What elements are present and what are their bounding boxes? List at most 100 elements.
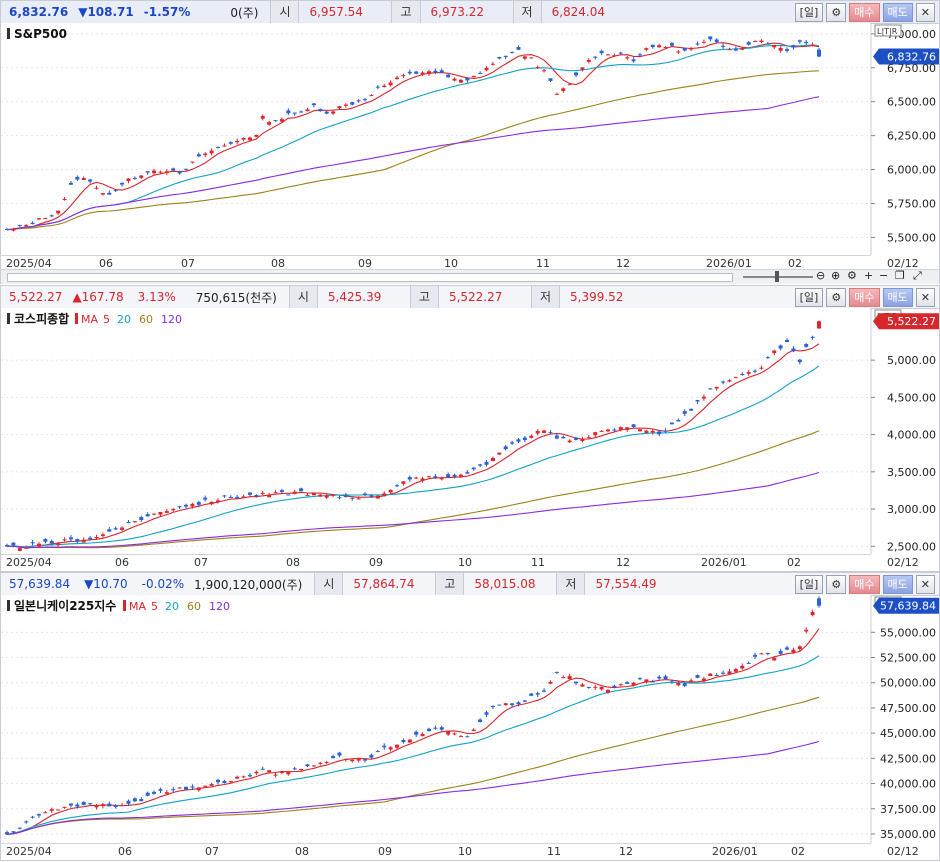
candle	[503, 703, 508, 706]
candle	[152, 791, 157, 794]
candle	[612, 685, 617, 688]
kospi-chart[interactable]: 5,000.00 4,500.00 4,000.00 3,500.00 3,000.00…	[1, 308, 939, 554]
chart-scrollbar[interactable]: ⊖ ⊕ ⚙ + − ❐ ⤢	[1, 269, 939, 284]
candle	[727, 49, 732, 51]
candle	[657, 676, 662, 679]
candle	[56, 210, 61, 214]
candle	[414, 477, 419, 479]
zoom-in-icon[interactable]: ⊕	[831, 269, 841, 282]
period-label: 일	[803, 291, 814, 304]
candle	[75, 804, 80, 807]
candle	[190, 786, 195, 788]
candle	[279, 119, 284, 122]
legend-title: 코스피종합	[14, 311, 69, 326]
candle	[663, 46, 668, 48]
buy-button[interactable]: 매수	[849, 575, 880, 594]
window-icon[interactable]: ❐	[895, 269, 905, 282]
candle	[625, 57, 630, 59]
candle	[593, 432, 598, 436]
x-tick-label: 08	[271, 257, 285, 270]
candle	[407, 71, 412, 74]
buy-button[interactable]: 매수	[849, 288, 880, 307]
ma-120-line	[6, 96, 820, 231]
candle	[753, 41, 758, 43]
scroll-track[interactable]	[7, 273, 733, 282]
candle	[401, 75, 406, 77]
open-value: 6,957.54	[309, 5, 363, 19]
close-icon[interactable]: ✕	[915, 288, 935, 307]
legend-title: S&P500	[14, 27, 67, 41]
expand-icon[interactable]: ⤢	[913, 269, 922, 282]
candle	[606, 429, 611, 432]
candle	[676, 682, 681, 686]
candle	[567, 440, 572, 443]
x-tick-label: 08	[295, 845, 309, 858]
candle	[682, 411, 687, 414]
candle	[56, 543, 61, 545]
x-tick-label: 09	[378, 845, 392, 858]
candle	[663, 430, 668, 432]
legend: 일본니케이225지수 MA 5 20 60 120	[7, 598, 230, 613]
close-icon[interactable]: ✕	[915, 3, 935, 22]
legend-ma-item: 60	[187, 600, 201, 613]
candle	[708, 36, 713, 40]
y-tick-label: 37,500.00	[880, 803, 936, 816]
gear-icon[interactable]: ⚙	[826, 575, 847, 594]
x-axis: 2025/04 06 07 08 09 10 11 12 2026/01 02 02/12	[1, 554, 919, 573]
candle	[94, 805, 99, 808]
high-value: 58,015.08	[474, 577, 536, 591]
panel-tools: [일] ⚙ 매수 매도 ✕	[794, 575, 935, 594]
candle	[516, 47, 521, 50]
candle	[503, 446, 508, 450]
candle	[772, 350, 777, 354]
legend-ma-marker	[75, 313, 78, 324]
candle	[81, 801, 86, 805]
candle	[490, 706, 495, 708]
add-icon[interactable]: +	[864, 269, 874, 282]
period-button[interactable]: [일]	[794, 575, 824, 594]
candle	[100, 534, 105, 536]
candle	[292, 768, 297, 770]
close-icon[interactable]: ✕	[915, 575, 935, 594]
y-tick-label: 2,500.00	[887, 540, 936, 553]
candle	[778, 650, 783, 654]
nikkei-chart[interactable]: 55,000.00 52,500.00 50,000.00 47,500.00 45,0…	[1, 595, 939, 843]
x-tick-label: 07	[205, 845, 219, 858]
kospi-panel: 5,522.27 ▲167.78 3.13% 750,615(천주) 시 5,4…	[0, 285, 940, 572]
zoom-out-icon[interactable]: ⊖	[816, 269, 826, 282]
gear-icon[interactable]: ⚙	[826, 288, 847, 307]
candle	[395, 485, 400, 487]
candle	[490, 63, 495, 65]
sp500-chart[interactable]: 7,000.006,750.006,500.006,250.006,000.00…	[1, 23, 939, 255]
candle	[810, 44, 815, 47]
minus-icon[interactable]: −	[879, 269, 889, 282]
candle	[414, 71, 419, 74]
candle	[542, 430, 547, 433]
candle	[676, 51, 681, 53]
sell-button[interactable]: 매도	[882, 3, 913, 22]
zoom-slider-handle[interactable]	[775, 271, 779, 282]
x-tick-label: 11	[531, 556, 545, 569]
candle	[356, 498, 361, 500]
candle	[759, 653, 764, 655]
period-button[interactable]: [일]	[794, 288, 824, 307]
candle	[631, 424, 636, 427]
candle	[337, 752, 342, 756]
candle	[107, 803, 112, 807]
settings-icon[interactable]: ⚙	[847, 269, 857, 282]
sell-button[interactable]: 매도	[882, 288, 913, 307]
low-value: 5,399.52	[570, 290, 624, 304]
buy-button[interactable]: 매수	[849, 3, 880, 22]
gear-icon[interactable]: ⚙	[826, 3, 847, 22]
candle	[235, 140, 240, 143]
sell-button[interactable]: 매도	[882, 575, 913, 594]
x-tick-label: 10	[444, 257, 458, 270]
candle	[68, 537, 73, 540]
candle	[497, 704, 502, 706]
candle	[267, 770, 272, 773]
candle	[522, 56, 527, 59]
candle	[382, 745, 387, 748]
candle	[465, 736, 470, 738]
candle	[797, 646, 802, 650]
period-button[interactable]: [일]	[794, 3, 824, 22]
